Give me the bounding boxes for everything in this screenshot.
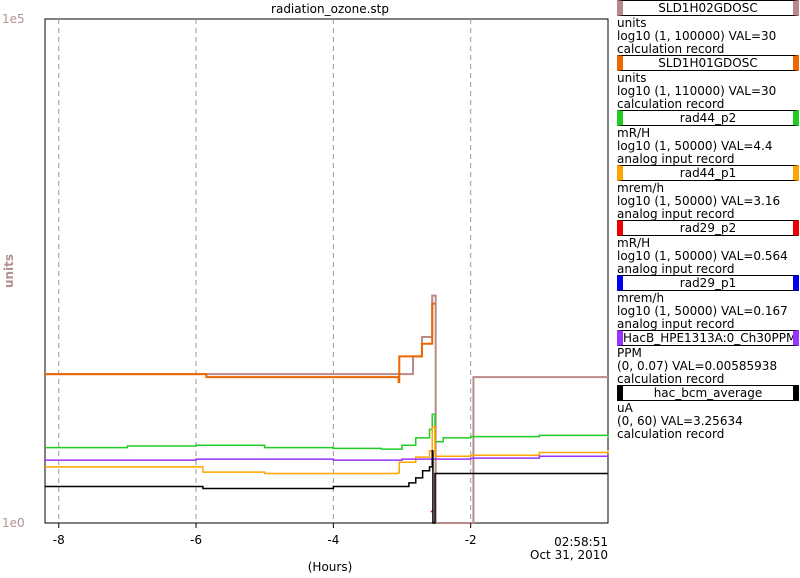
legend-series-name[interactable]: rad29_p2 xyxy=(617,220,799,236)
legend-series-name[interactable]: HacB_HPE1313A:0_Ch30PPM xyxy=(617,330,799,346)
chart-svg: -8 -6 -4 -2 1e0 1e5 radiation_ozone.stp units… xyxy=(2,2,609,574)
legend-scale: log10 (1, 100000) VAL=30 xyxy=(617,29,777,43)
legend-series-name[interactable]: hac_bcm_average xyxy=(617,385,799,401)
x-axis-label: (Hours) xyxy=(308,560,353,574)
legend-units: units xyxy=(617,71,647,85)
legend-units: PPM xyxy=(617,346,642,360)
legend-units: uA xyxy=(617,401,633,415)
y-axis-label: units xyxy=(2,254,16,288)
series-line-sld1h01gdosc xyxy=(45,302,435,384)
x-tick-label: -6 xyxy=(190,533,202,547)
legend-record: analog input record xyxy=(617,152,735,166)
series-line-hacb-hpe1313a-0-ch30ppm xyxy=(45,455,609,461)
end-date-label: Oct 31, 2010 xyxy=(530,548,608,562)
legend-units: mR/H xyxy=(617,126,651,140)
legend-record: calculation record xyxy=(617,427,725,441)
legend-series-name[interactable]: rad44_p2 xyxy=(617,110,799,126)
legend-entry[interactable]: rad29_p1 mrem/h log10 (1, 50000) VAL=0.167… xyxy=(617,275,800,331)
legend: SLD1H02GDOSC units log10 (1, 100000) VAL=3… xyxy=(617,0,800,578)
axis-layer: -8 -6 -4 -2 1e0 1e5 xyxy=(2,12,477,547)
legend-entry[interactable]: rad29_p2 mR/H log10 (1, 50000) VAL=0.564 an… xyxy=(617,220,800,276)
legend-units: mrem/h xyxy=(617,291,665,305)
legend-scale: (0, 0.07) VAL=0.00585938 xyxy=(617,359,778,373)
plot-frame xyxy=(44,18,609,524)
legend-record: analog input record xyxy=(617,317,735,331)
series-line-rad44-p2 xyxy=(45,413,609,450)
x-tick-label: -2 xyxy=(465,533,477,547)
legend-entry[interactable]: HacB_HPE1313A:0_Ch30PPM PPM (0, 0.07) VAL=… xyxy=(617,330,800,386)
legend-entry[interactable]: rad44_p1 mrem/h log10 (1, 50000) VAL=3.16 a… xyxy=(617,165,800,221)
legend-scale: (0, 60) VAL=3.25634 xyxy=(617,414,743,428)
legend-record: analog input record xyxy=(617,207,735,221)
legend-entry[interactable]: SLD1H01GDOSC units log10 (1, 110000) VAL=3… xyxy=(617,55,800,111)
series-layer xyxy=(45,294,609,524)
y-tick-label: 1e5 xyxy=(2,12,25,26)
legend-scale: log10 (1, 50000) VAL=4.4 xyxy=(617,139,773,153)
chart-title: radiation_ozone.stp xyxy=(271,2,389,16)
legend-record: analog input record xyxy=(617,262,735,276)
legend-scale: log10 (1, 50000) VAL=3.16 xyxy=(617,194,781,208)
legend-units: units xyxy=(617,16,647,30)
plot-area: -8 -6 -4 -2 1e0 1e5 radiation_ozone.stp units… xyxy=(2,2,609,574)
legend-units: mrem/h xyxy=(617,181,665,195)
legend-record: calculation record xyxy=(617,42,725,56)
x-tick-label: -4 xyxy=(327,533,339,547)
end-time-label: 02:58:51 xyxy=(554,535,608,549)
legend-entry[interactable]: hac_bcm_average uA (0, 60) VAL=3.25634 calc… xyxy=(617,385,800,441)
legend-scale: log10 (1, 50000) VAL=0.564 xyxy=(617,249,788,263)
legend-series-name[interactable]: rad44_p1 xyxy=(617,165,799,181)
legend-series-name[interactable]: SLD1H01GDOSC xyxy=(617,55,799,71)
legend-record: calculation record xyxy=(617,372,725,386)
grid-layer xyxy=(58,19,472,523)
y-tick-label: 1e0 xyxy=(2,516,25,530)
legend-units: mR/H xyxy=(617,236,651,250)
legend-scale: log10 (1, 110000) VAL=30 xyxy=(617,84,777,98)
legend-series-name[interactable]: SLD1H02GDOSC xyxy=(617,0,799,16)
legend-scale: log10 (1, 50000) VAL=0.167 xyxy=(617,304,788,318)
legend-entry[interactable]: rad44_p2 mR/H log10 (1, 50000) VAL=4.4 anal… xyxy=(617,110,800,166)
x-tick-label: -8 xyxy=(53,533,65,547)
legend-entry[interactable]: SLD1H02GDOSC units log10 (1, 100000) VAL=3… xyxy=(617,0,800,56)
series-line-hac-bcm-average xyxy=(45,450,608,524)
legend-series-name[interactable]: rad29_p1 xyxy=(617,275,799,291)
legend-record: calculation record xyxy=(617,97,725,111)
